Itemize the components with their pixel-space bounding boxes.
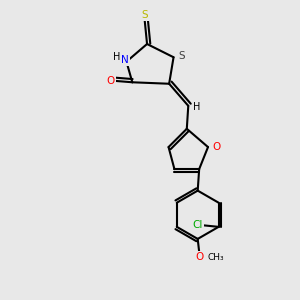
Text: CH₃: CH₃ xyxy=(207,253,224,262)
Text: H: H xyxy=(193,102,200,112)
Text: N: N xyxy=(121,55,129,65)
Text: S: S xyxy=(141,10,148,20)
Text: O: O xyxy=(195,252,203,262)
Text: O: O xyxy=(212,142,220,152)
Text: H: H xyxy=(113,52,121,62)
Text: S: S xyxy=(178,51,185,61)
Text: O: O xyxy=(106,76,115,86)
Text: Cl: Cl xyxy=(193,220,203,230)
